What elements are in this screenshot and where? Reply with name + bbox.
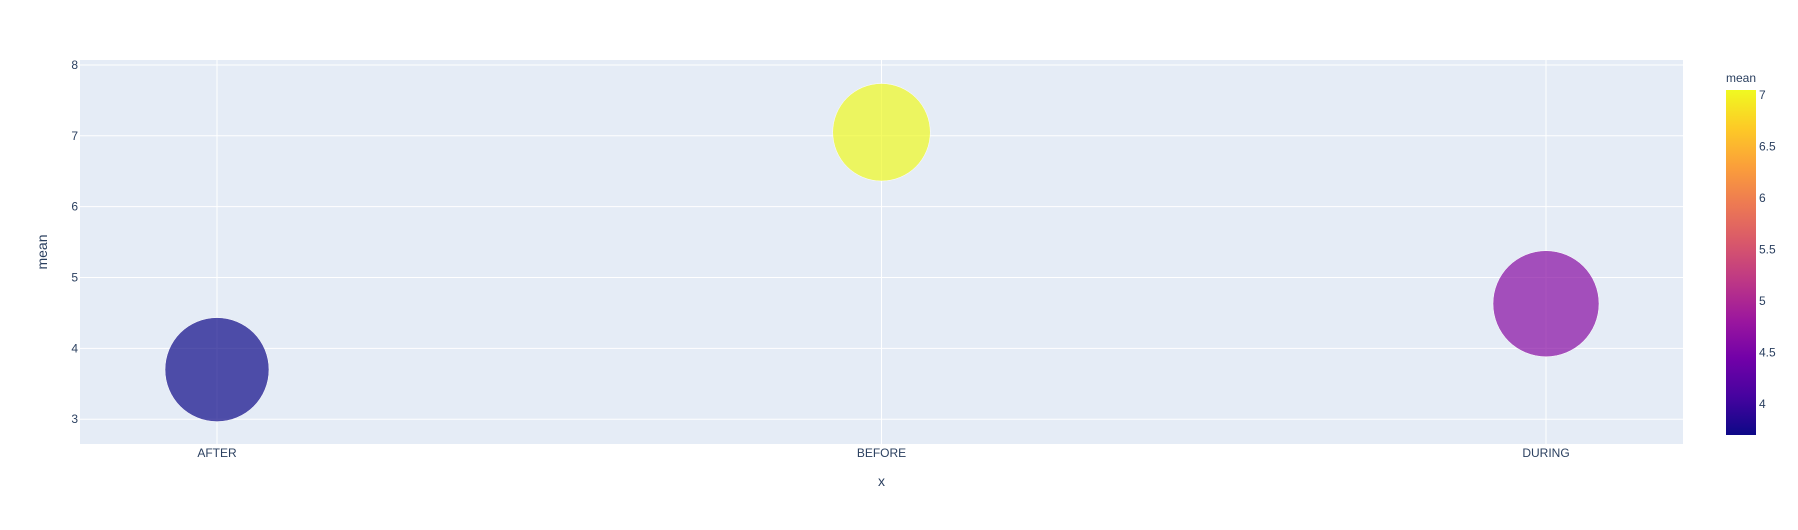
y-tick-label: 7 (71, 129, 78, 143)
colorbar-tick-label: 6.5 (1759, 140, 1776, 154)
y-tick-label: 4 (71, 341, 78, 355)
y-tick-label: 5 (71, 271, 78, 285)
x-tick-label: DURING (1522, 446, 1569, 460)
colorbar: mean 4 4.5 5 5.5 6 6.5 7 (1726, 71, 1776, 435)
bubble-marker (164, 317, 270, 422)
colorbar-tick-label: 5 (1759, 294, 1766, 308)
y-tick-label: 3 (71, 412, 78, 426)
colorbar-tick-label: 7 (1759, 88, 1766, 102)
y-tick-label: 6 (71, 200, 78, 214)
bubble-marker (1492, 250, 1600, 357)
x-axis-title: x (878, 473, 885, 489)
y-tick-label: 8 (71, 58, 78, 72)
x-tick-label: BEFORE (857, 446, 906, 460)
colorbar-title: mean (1726, 71, 1756, 85)
axes: 3 4 5 6 7 8 AFTER BEFORE DURING (71, 58, 1569, 460)
colorbar-ticks: 4 4.5 5 5.5 6 6.5 7 (1759, 88, 1776, 411)
x-tick-label: AFTER (197, 446, 237, 460)
colorbar-tick-label: 4.5 (1759, 346, 1776, 360)
colorbar-tick-label: 6 (1759, 191, 1766, 205)
y-axis-title: mean (34, 234, 50, 269)
colorbar-gradient (1726, 90, 1756, 435)
colorbar-tick-label: 5.5 (1759, 243, 1776, 257)
colorbar-tick-label: 4 (1759, 397, 1766, 411)
bubble-marker (832, 83, 931, 182)
markers (164, 83, 1600, 422)
